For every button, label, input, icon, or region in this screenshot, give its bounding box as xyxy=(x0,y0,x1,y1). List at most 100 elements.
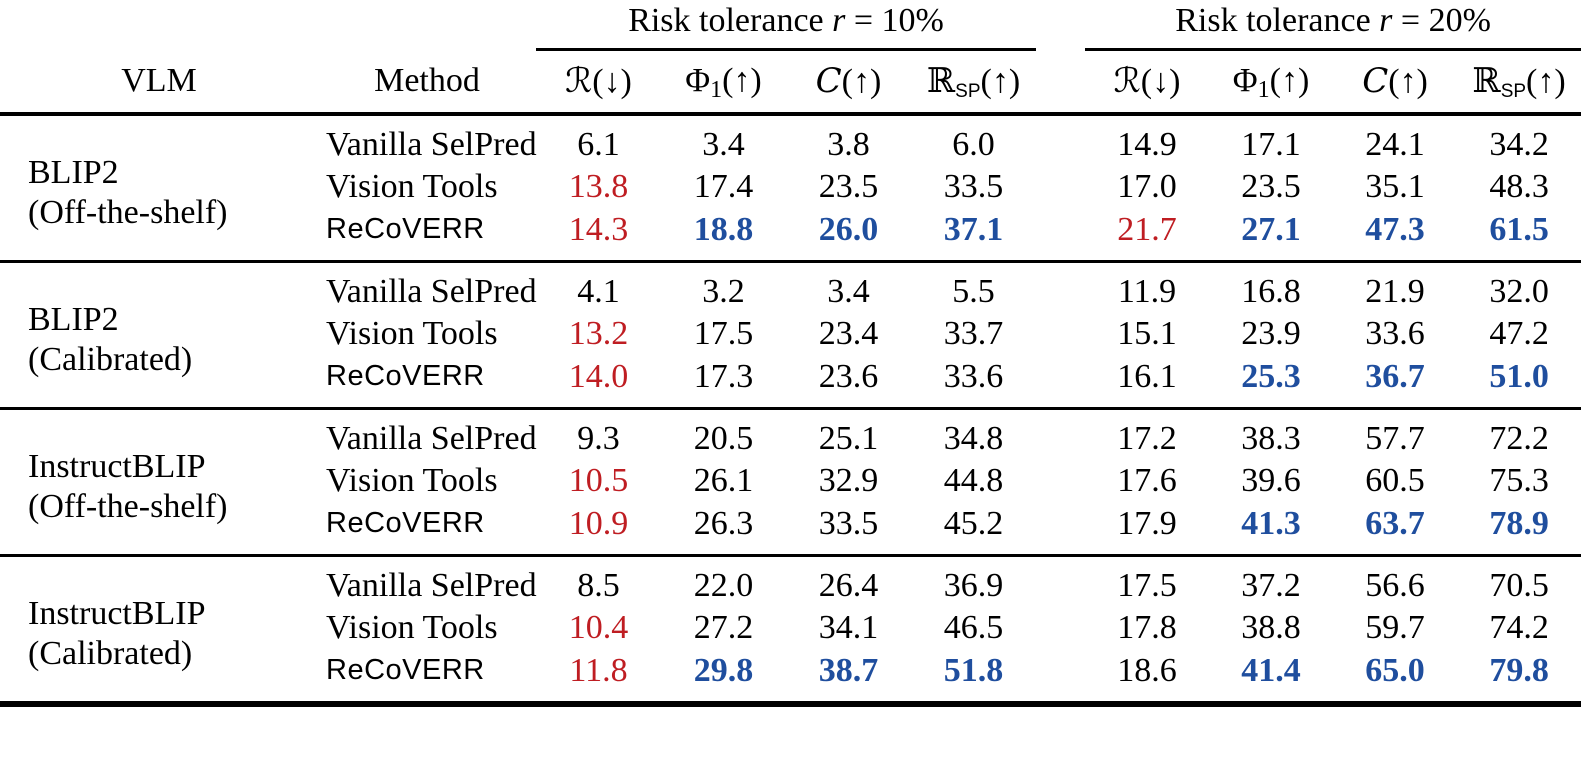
col-header-coverage-metric: C(↑) xyxy=(786,49,911,116)
metric-value-cell: 4.1 xyxy=(577,272,620,310)
metric-value-cell: 3.4 xyxy=(702,125,745,163)
metric-value-cell: 16.1 xyxy=(1085,357,1210,410)
metric-value-cell: 15.1 xyxy=(1117,315,1177,352)
metric-subscript: SP xyxy=(1500,81,1527,103)
metric-value-cell: 32.9 xyxy=(818,462,879,499)
group-title-r20: Risk tolerance r = 20% xyxy=(1085,0,1581,51)
metric-direction: (↑) xyxy=(1269,62,1310,100)
metric-value-cell: 17.5 xyxy=(1117,566,1177,604)
col-header-risk-metric: ℛ(↓) xyxy=(536,49,661,116)
metric-direction: (↑) xyxy=(722,62,762,100)
group-title-prefix: Risk tolerance xyxy=(1175,2,1380,39)
metric-value-cell: 65.0 xyxy=(1333,651,1458,707)
table-row: InstructBLIP (Off-the-shelf) Vanilla SelPr… xyxy=(0,408,1581,557)
metric-value-cell: 23.9 xyxy=(1241,315,1301,352)
metric-value-cell: 34.2 xyxy=(1489,125,1549,163)
method-label: Vanilla SelPred xyxy=(326,419,537,457)
group-title-suffix: = 10% xyxy=(845,2,944,39)
metric-value-cell: 10.4 xyxy=(568,609,629,646)
metric-value-cell: 18.6 xyxy=(1085,651,1210,707)
metric-value-cell: 38.3 xyxy=(1241,419,1301,457)
metric-value-cell: 11.9 xyxy=(1117,272,1177,310)
vlm-variant: (Calibrated) xyxy=(28,340,193,378)
vlm-variant: (Calibrated) xyxy=(28,634,193,672)
metric-value-cell: 32.0 xyxy=(1489,272,1549,310)
group-gap xyxy=(1036,555,1085,605)
group-title-r10: Risk tolerance r = 10% xyxy=(536,0,1037,51)
group-gap xyxy=(1036,0,1085,50)
metric-value-cell: 18.8 xyxy=(661,210,786,263)
vlm-label: BLIP2 (Calibrated) xyxy=(0,261,318,410)
table-row: Vision Tools 13.2 17.5 23.4 33.7 15.1 23.9 33.6… xyxy=(0,311,1581,358)
col-header-rsp-metric: ℝSP(↑) xyxy=(911,49,1037,116)
group-gap xyxy=(1036,311,1085,358)
metric-value-cell: 10.5 xyxy=(568,462,629,499)
method-label: Vanilla SelPred xyxy=(326,125,537,163)
table-row: ReCoVERR 10.9 26.3 33.5 45.2 17.9 41.3 63.7 78.9 xyxy=(0,504,1581,557)
metric-symbol: Φ xyxy=(1232,62,1258,100)
table-row: ReCoVERR 11.8 29.8 38.7 51.8 18.6 41.4 65.0 79.8 xyxy=(0,651,1581,707)
metric-value-cell: 23.5 xyxy=(818,168,879,205)
table-row: Vision Tools 13.8 17.4 23.5 33.5 17.0 23.5 35.1… xyxy=(0,164,1581,211)
method-label: Vision Tools xyxy=(326,609,498,646)
metric-value-cell: 44.8 xyxy=(943,462,1004,499)
group-header-blank xyxy=(0,0,536,50)
metric-direction: (↑) xyxy=(1526,63,1566,101)
method-label: Vanilla SelPred xyxy=(326,272,537,310)
metric-value-cell: 17.9 xyxy=(1085,504,1210,557)
vlm-label: BLIP2 (Off-the-shelf) xyxy=(0,113,318,263)
metric-value-cell: 23.5 xyxy=(1241,168,1301,205)
metric-value-cell: 3.8 xyxy=(827,125,870,163)
metric-value-cell: 17.6 xyxy=(1117,462,1177,499)
metric-value-cell: 13.2 xyxy=(568,315,629,352)
metric-value-cell: 74.2 xyxy=(1489,609,1549,646)
metric-value-cell: 33.6 xyxy=(911,357,1037,410)
metric-value-cell: 34.1 xyxy=(818,609,879,646)
metric-value-cell: 23.6 xyxy=(786,357,911,410)
metric-value-cell: 36.9 xyxy=(943,566,1004,604)
metric-value-cell: 33.7 xyxy=(943,315,1004,352)
group-gap xyxy=(1036,114,1085,164)
metric-value-cell: 14.3 xyxy=(536,210,661,263)
metric-value-cell: 8.5 xyxy=(577,566,620,604)
results-table: Risk tolerance r = 10% Risk tolerance r … xyxy=(0,0,1581,707)
metric-value-cell: 27.2 xyxy=(693,609,754,646)
metric-value-cell: 46.5 xyxy=(943,609,1004,646)
metric-value-cell: 10.9 xyxy=(536,504,661,557)
metric-value-cell: 24.1 xyxy=(1365,125,1425,163)
metric-value-cell: 70.5 xyxy=(1489,566,1549,604)
metric-value-cell: 75.3 xyxy=(1489,462,1549,499)
vlm-name: InstructBLIP xyxy=(28,448,206,486)
metric-value-cell: 6.1 xyxy=(577,125,620,163)
group-gap xyxy=(1036,408,1085,458)
metric-value-cell: 51.8 xyxy=(911,651,1037,707)
metric-value-cell: 38.7 xyxy=(786,651,911,707)
metric-value-cell: 29.8 xyxy=(661,651,786,707)
metric-value-cell: 17.0 xyxy=(1117,168,1177,205)
metric-value-cell: 20.5 xyxy=(693,419,754,457)
metric-value-cell: 37.2 xyxy=(1241,566,1301,604)
metric-symbol: Φ xyxy=(685,62,711,100)
metric-value-cell: 60.5 xyxy=(1365,462,1425,499)
col-header-coverage-metric: C(↑) xyxy=(1333,49,1458,116)
metric-value-cell: 14.0 xyxy=(536,357,661,410)
metric-value-cell: 79.8 xyxy=(1457,651,1581,707)
metric-value-cell: 25.3 xyxy=(1209,357,1334,410)
group-gap xyxy=(1036,504,1086,557)
metric-value-cell: 33.5 xyxy=(786,504,911,557)
risk-variable: r xyxy=(1379,2,1393,39)
metric-value-cell: 3.2 xyxy=(702,272,745,310)
metric-value-cell: 39.6 xyxy=(1241,462,1301,499)
metric-value-cell: 38.8 xyxy=(1241,609,1301,646)
group-gap xyxy=(1036,49,1086,116)
metric-value-cell: 9.3 xyxy=(577,419,620,457)
col-header-method: Method xyxy=(318,49,536,116)
metric-value-cell: 5.5 xyxy=(952,272,995,310)
table-row: BLIP2 (Calibrated) Vanilla SelPred 4.1 3.2 3.… xyxy=(0,261,1581,410)
metric-value-cell: 56.6 xyxy=(1365,566,1425,604)
metric-value-cell: 41.3 xyxy=(1209,504,1334,557)
metric-value-cell: 48.3 xyxy=(1489,168,1549,205)
metric-symbol: C xyxy=(815,61,842,102)
metric-value-cell: 26.4 xyxy=(818,566,879,604)
table-row: ReCoVERR 14.0 17.3 23.6 33.6 16.1 25.3 36.7 51.0 xyxy=(0,357,1581,410)
